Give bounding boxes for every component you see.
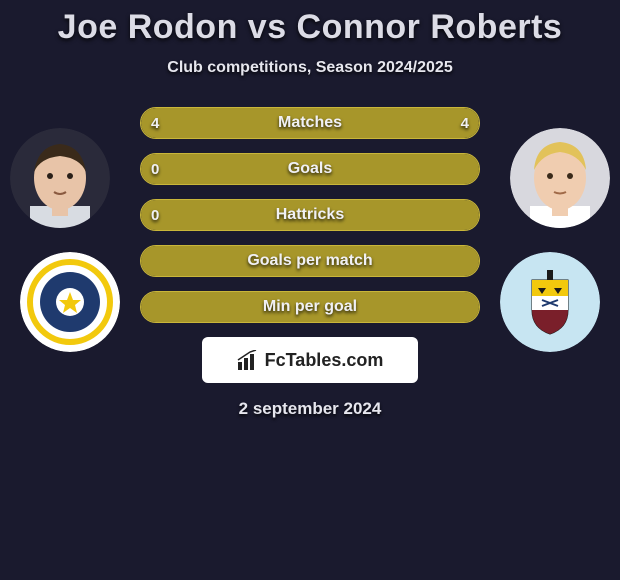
stat-row: Goals0 (140, 153, 480, 185)
stat-label: Min per goal (141, 292, 479, 322)
stat-label: Goals (141, 154, 479, 184)
stat-row: Hattricks0 (140, 199, 480, 231)
date-label: 2 september 2024 (0, 399, 620, 419)
stat-value-right: 4 (461, 108, 469, 138)
player-right-crest (500, 252, 600, 352)
club-crest-icon (20, 252, 120, 352)
stat-row: Min per goal (140, 291, 480, 323)
club-crest-icon (500, 252, 600, 352)
stat-value-left: 4 (151, 108, 159, 138)
avatar-icon (10, 128, 110, 228)
page-title: Joe Rodon vs Connor Roberts (0, 8, 620, 47)
stat-label: Hattricks (141, 200, 479, 230)
subtitle: Club competitions, Season 2024/2025 (0, 59, 620, 77)
stat-bars: Matches44Goals0Hattricks0Goals per match… (140, 107, 480, 323)
watermark-text: FcTables.com (265, 350, 384, 371)
stat-row: Goals per match (140, 245, 480, 277)
bar-chart-icon (237, 350, 259, 370)
comparison-card: Joe Rodon vs Connor Roberts Club competi… (0, 0, 620, 580)
stat-label: Matches (141, 108, 479, 138)
player-left-crest (20, 252, 120, 352)
avatar-icon (510, 128, 610, 228)
watermark-badge: FcTables.com (202, 337, 418, 383)
stat-row: Matches4 4 (140, 107, 480, 139)
stat-value-left: 0 (151, 154, 159, 184)
stat-value-left: 0 (151, 200, 159, 230)
stat-label: Goals per match (141, 246, 479, 276)
player-left-portrait (10, 128, 110, 228)
player-right-portrait (510, 128, 610, 228)
